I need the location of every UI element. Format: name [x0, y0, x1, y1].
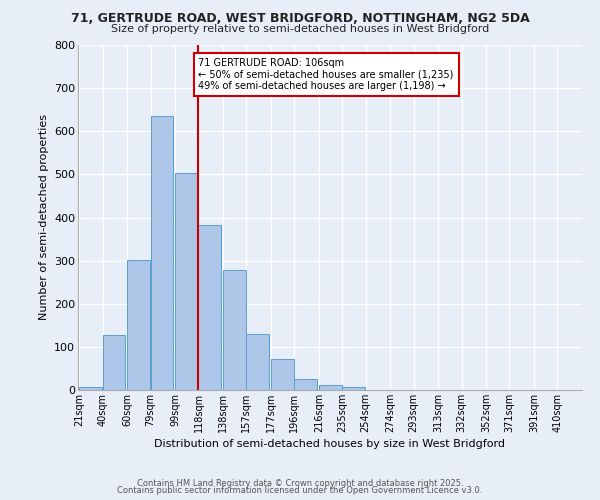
- Bar: [271, 360, 294, 390]
- Bar: [199, 225, 221, 390]
- Y-axis label: Number of semi-detached properties: Number of semi-detached properties: [38, 114, 49, 320]
- Bar: [151, 116, 173, 390]
- Text: Size of property relative to semi-detached houses in West Bridgford: Size of property relative to semi-detach…: [111, 24, 489, 34]
- Bar: [127, 260, 150, 390]
- Bar: [223, 270, 246, 390]
- Text: 71, GERTRUDE ROAD, WEST BRIDGFORD, NOTTINGHAM, NG2 5DA: 71, GERTRUDE ROAD, WEST BRIDGFORD, NOTTI…: [71, 12, 529, 26]
- Bar: [103, 335, 125, 390]
- Bar: [175, 173, 198, 390]
- Bar: [79, 386, 102, 390]
- Bar: [319, 385, 341, 390]
- Text: Contains HM Land Registry data © Crown copyright and database right 2025.: Contains HM Land Registry data © Crown c…: [137, 478, 463, 488]
- Bar: [342, 387, 365, 390]
- Bar: [247, 334, 269, 390]
- Bar: [295, 379, 317, 390]
- Text: 71 GERTRUDE ROAD: 106sqm
← 50% of semi-detached houses are smaller (1,235)
49% o: 71 GERTRUDE ROAD: 106sqm ← 50% of semi-d…: [199, 58, 454, 91]
- Text: Contains public sector information licensed under the Open Government Licence v3: Contains public sector information licen…: [118, 486, 482, 495]
- X-axis label: Distribution of semi-detached houses by size in West Bridgford: Distribution of semi-detached houses by …: [155, 439, 505, 449]
